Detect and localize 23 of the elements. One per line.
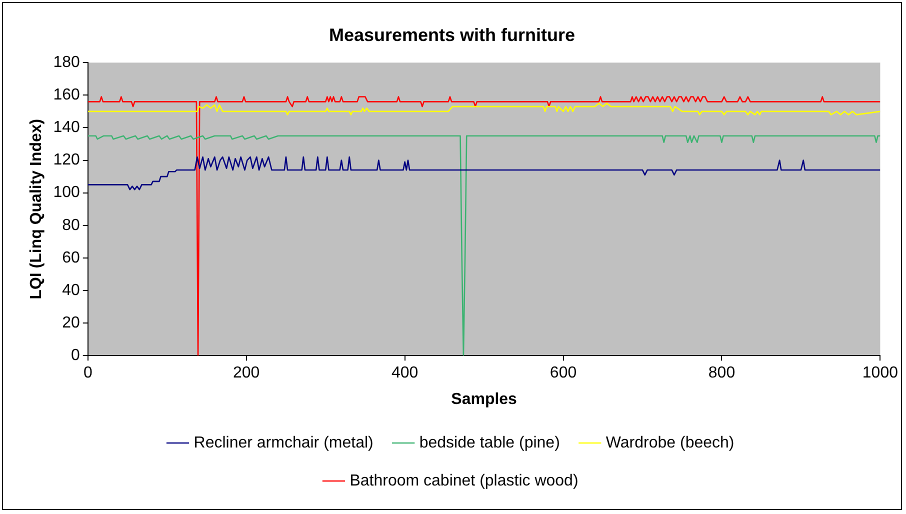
y-tick-label: 120 [53, 152, 80, 169]
y-axis-title: LQI (Linq Quality Index) [28, 118, 46, 300]
y-tick-label: 60 [62, 249, 80, 266]
x-tick-label: 400 [391, 364, 418, 382]
x-tick-label: 0 [83, 364, 92, 382]
y-tick-label: 0 [70, 347, 80, 364]
legend-label: Wardrobe (beech) [606, 434, 734, 452]
x-tick-label: 200 [233, 364, 260, 382]
y-tick-label: 20 [62, 314, 80, 332]
legend-label: bedside table (pine) [419, 434, 560, 452]
y-tick-label: 40 [62, 282, 80, 299]
x-tick-label: 800 [708, 364, 736, 382]
legend-label: Bathroom cabinet (plastic wood) [350, 472, 578, 490]
y-tick-label: 100 [53, 184, 80, 202]
x-tick-label: 1000 [862, 364, 898, 382]
y-tick-label: 160 [53, 86, 80, 104]
legend-label: Recliner armchair (metal) [194, 434, 374, 452]
chart-title: Measurements with furniture [328, 24, 576, 45]
y-tick-label: 80 [62, 216, 80, 234]
x-axis-title: Samples [451, 390, 518, 408]
y-tick-label: 140 [53, 119, 80, 136]
y-tick-label: 180 [53, 54, 80, 72]
x-tick-label: 600 [550, 364, 577, 382]
